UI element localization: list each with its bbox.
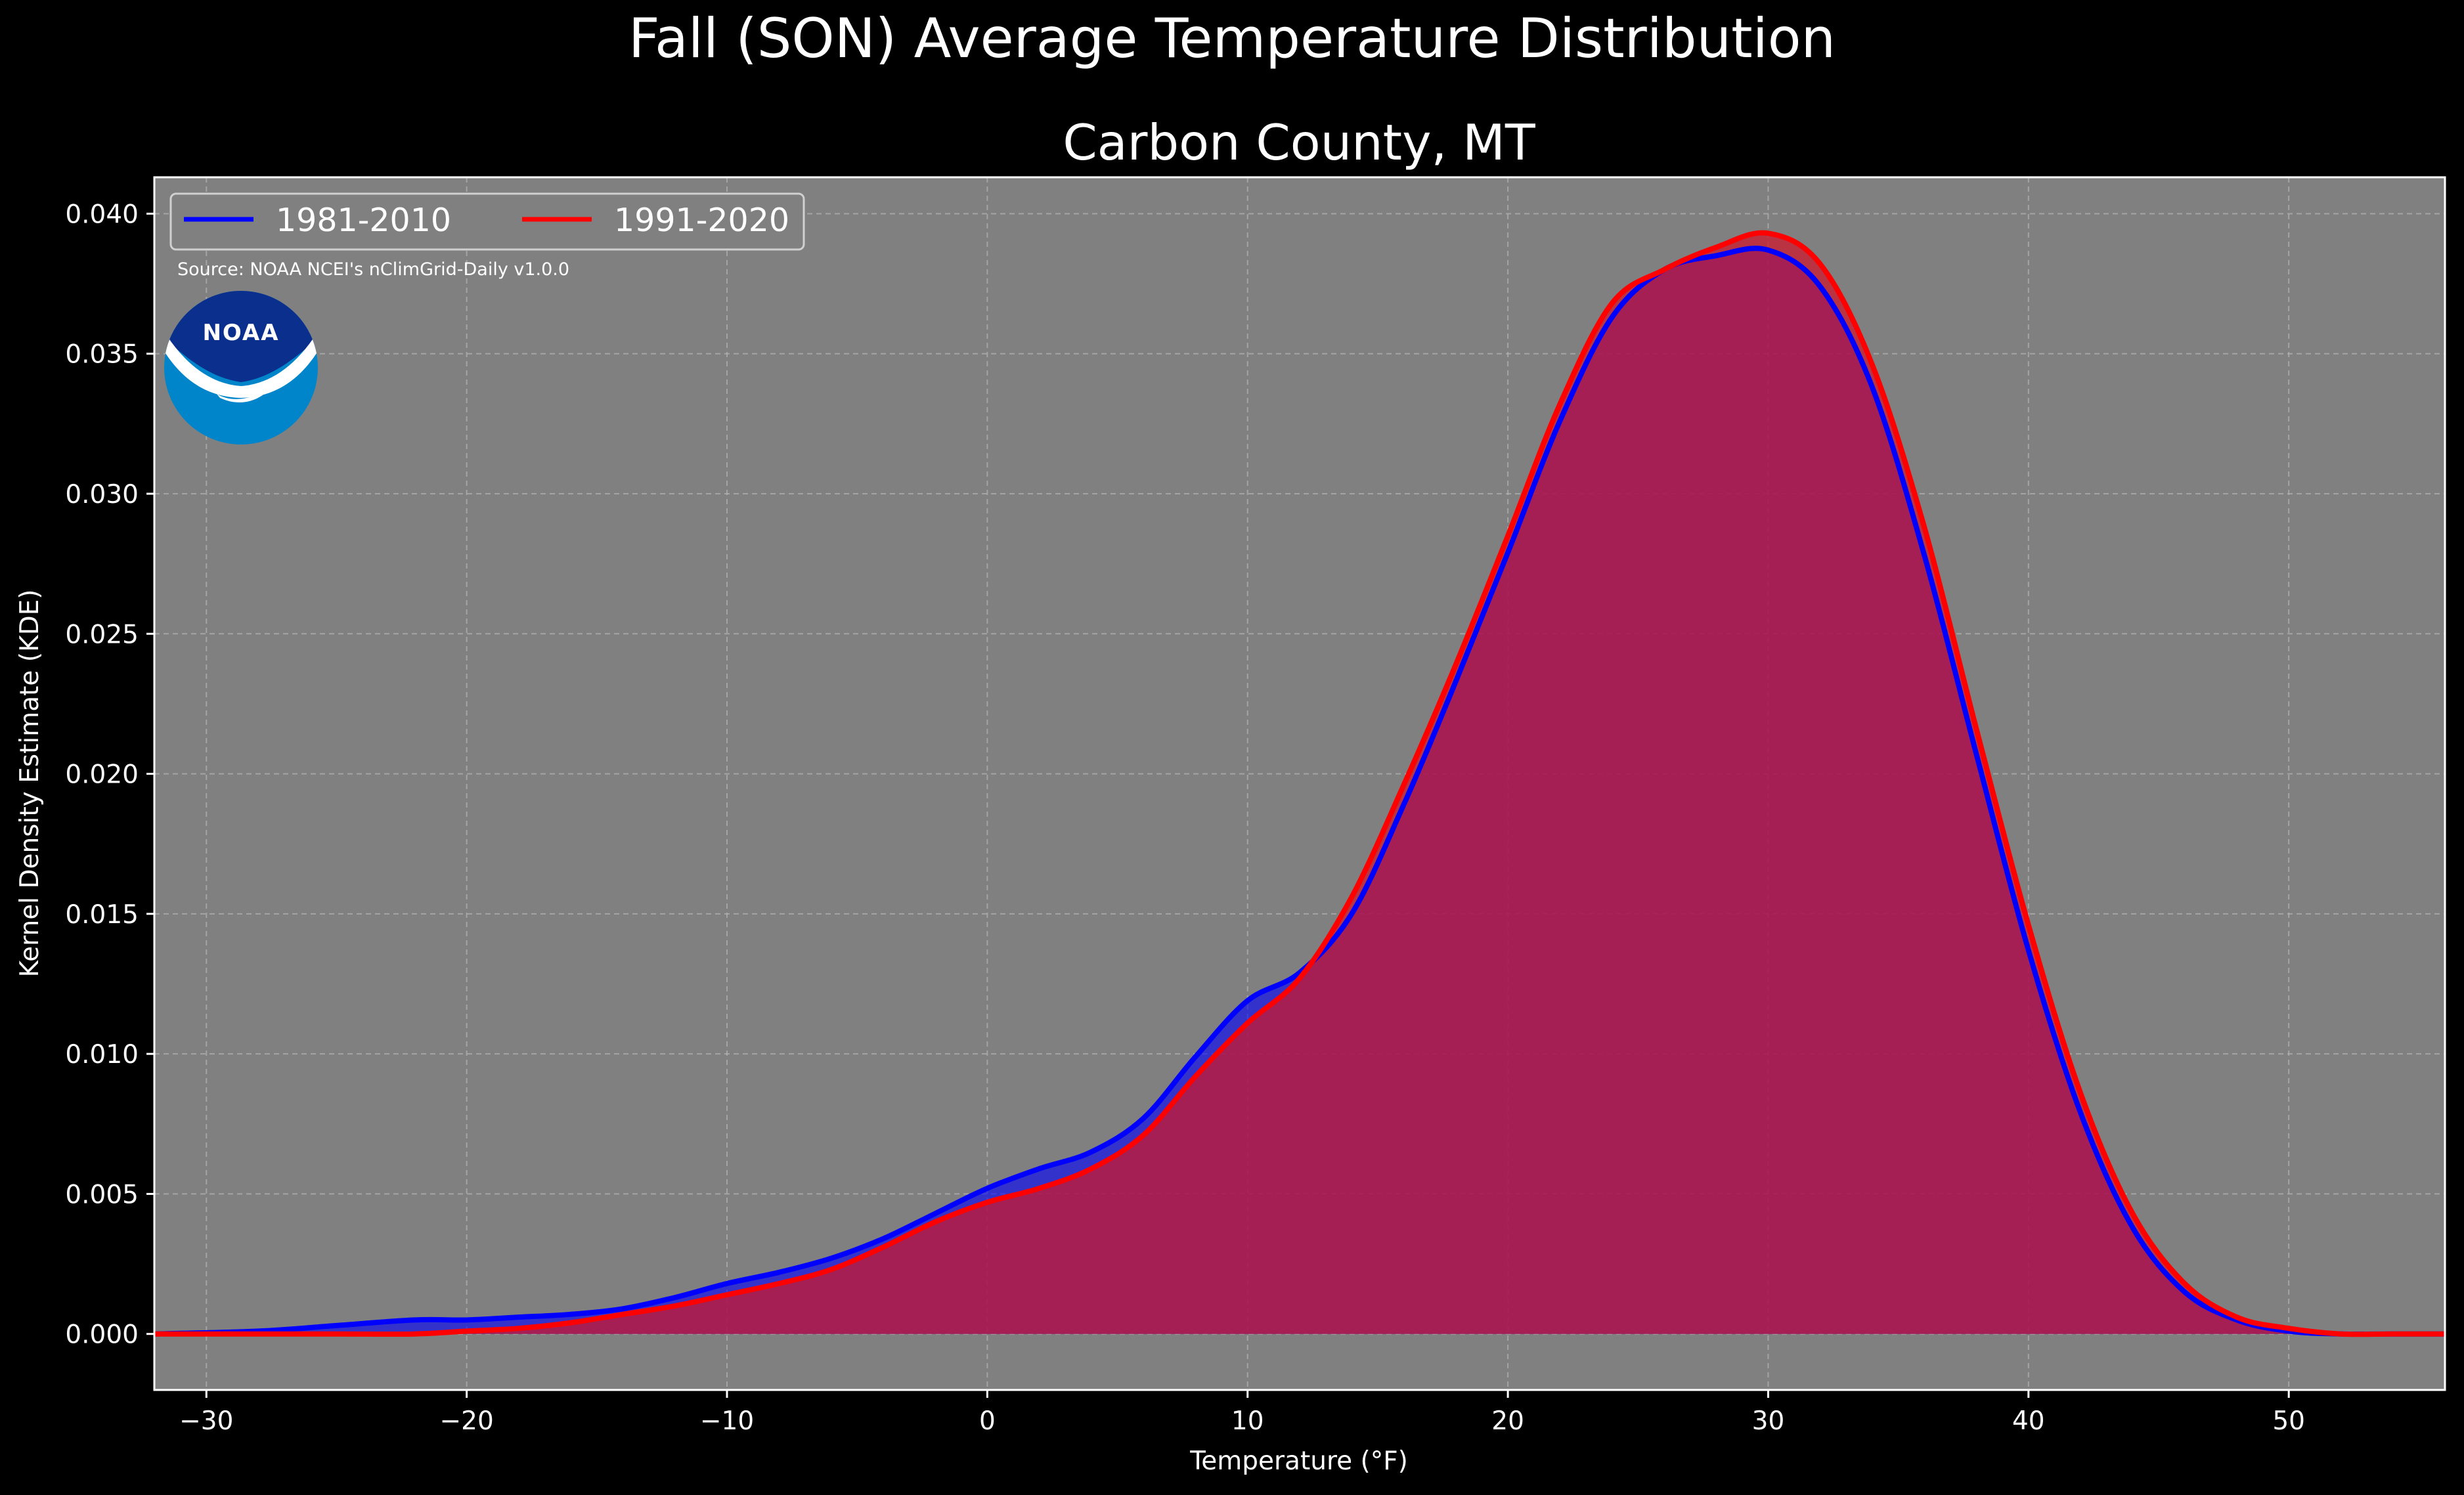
chart-title: Carbon County, MT	[1063, 114, 1536, 171]
x-tick-label: 30	[1752, 1406, 1785, 1436]
legend-label-1991-2020: 1991-2020	[614, 202, 789, 239]
x-tick-label: 20	[1491, 1406, 1524, 1436]
y-tick-label: 0.010	[65, 1040, 139, 1070]
legend-box	[169, 192, 805, 251]
y-axis: 0.000 0.005 0.010 0.015 0.020 0.025 0.030 0.035…	[65, 200, 154, 1350]
x-axis-label: Temperature (°F)	[1189, 1446, 1408, 1476]
x-tick-label: 10	[1231, 1406, 1264, 1436]
y-tick-label: 0.020	[65, 760, 139, 790]
figure-suptitle: Fall (SON) Average Temperature Distribut…	[628, 7, 1836, 70]
x-tick-label: −20	[439, 1406, 493, 1436]
y-tick-label: 0.030	[65, 480, 139, 509]
legend-label-1981-2010: 1981-2010	[276, 202, 451, 239]
series-line-1981-2010	[154, 246, 2445, 1337]
y-axis-label: Kernel Density Estimate (KDE)	[15, 590, 45, 978]
source-note: Source: NOAA NCEI's nClimGrid-Daily v1.0…	[177, 259, 569, 280]
series-line-1991-2020	[154, 230, 2445, 1337]
y-tick-label: 0.000	[65, 1320, 139, 1350]
seagull-icon	[164, 332, 318, 398]
logo-top-band	[164, 291, 318, 382]
x-axis: −30 −20 −10 0 10 20 30 40 50	[179, 1390, 2305, 1436]
legend: 1981-2010 1991-2020	[169, 192, 805, 251]
y-tick-label: 0.035	[65, 340, 139, 370]
logo-text: NOAA	[202, 320, 279, 346]
noaa-logo: NOAA	[164, 291, 318, 444]
x-tick-label: −10	[700, 1406, 754, 1436]
x-tick-label: −30	[179, 1406, 233, 1436]
y-tick-label: 0.025	[65, 620, 139, 649]
plot-frame	[153, 176, 2446, 1391]
y-tick-label: 0.040	[65, 200, 139, 229]
series-layer	[154, 230, 2445, 1337]
y-tick-label: 0.005	[65, 1180, 139, 1209]
y-tick-label: 0.015	[65, 900, 139, 930]
x-tick-label: 50	[2272, 1406, 2305, 1436]
x-tick-label: 40	[2012, 1406, 2045, 1436]
x-tick-label: 0	[979, 1406, 996, 1436]
series-area-1991-2020	[154, 232, 2445, 1335]
seagull-body-icon	[217, 386, 273, 402]
